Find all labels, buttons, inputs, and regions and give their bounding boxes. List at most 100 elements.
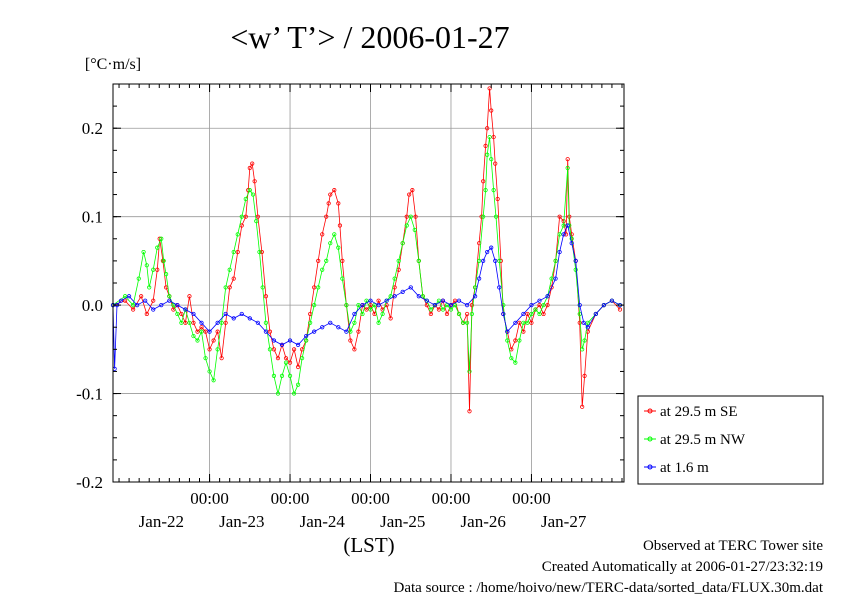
data-point: [271, 347, 277, 352]
data-point: [485, 126, 490, 131]
data-point: [187, 294, 192, 299]
data-point: [295, 342, 301, 348]
footer-site: Observed at TERC Tower site: [643, 538, 823, 554]
data-point: [582, 338, 587, 343]
data-point: [456, 311, 462, 317]
data-point: [529, 320, 534, 325]
data-point: [388, 294, 393, 299]
data-point: [529, 311, 534, 317]
data-point: [609, 298, 615, 303]
data-point: [356, 303, 361, 308]
x-day-label: Jan-24: [300, 512, 346, 531]
data-point: [467, 369, 472, 374]
data-point: [247, 316, 252, 321]
data-point: [326, 201, 331, 206]
data-point: [295, 364, 301, 370]
data-point: [279, 342, 285, 348]
data-point: [420, 294, 425, 299]
data-point: [585, 320, 590, 325]
data-point: [517, 320, 522, 325]
data-point: [545, 303, 550, 308]
data-point: [300, 356, 305, 361]
data-point: [131, 307, 136, 312]
data-point: [271, 338, 277, 343]
data-point: [151, 267, 156, 272]
y-tick-labels: -0.2 -0.1 0.0 0.1 0.2: [76, 119, 103, 492]
data-point: [493, 214, 499, 219]
data-point: [167, 298, 172, 303]
data-point: [452, 298, 458, 303]
legend-marker: [647, 436, 653, 442]
data-point: [283, 360, 289, 365]
data-point: [243, 196, 248, 202]
data-point: [235, 232, 240, 237]
footer-created: Created Automatically at 2006-01-27/23:3…: [542, 559, 823, 575]
data-point: [131, 303, 136, 308]
data-point: [141, 249, 146, 255]
footer-source: Data source : /home/hoivo/new/TERC-data/…: [394, 580, 824, 595]
data-point: [392, 276, 397, 281]
data-point: [487, 134, 492, 140]
data-point: [254, 218, 259, 224]
data-point: [147, 285, 152, 290]
data-point: [368, 298, 373, 303]
data-point: [275, 391, 281, 396]
data-point: [493, 258, 498, 263]
data-point: [424, 298, 429, 303]
data-point: [525, 311, 530, 317]
x-day-label: Jan-26: [461, 512, 506, 531]
data-point: [179, 311, 184, 317]
x-day-label: Jan-23: [219, 512, 264, 531]
data-point: [243, 214, 248, 219]
y-axis-label: [°C·m/s]: [85, 56, 141, 73]
data-point: [231, 276, 236, 281]
data-point: [452, 303, 458, 308]
legend: at 29.5 m SE at 29.5 m NW at 1.6 m: [637, 395, 824, 485]
data-point: [159, 303, 164, 308]
data-point: [199, 320, 204, 325]
data-point: [199, 329, 204, 334]
x-time-label: 00:00: [512, 489, 551, 508]
data-point: [263, 329, 268, 334]
data-point: [392, 294, 397, 299]
data-point: [320, 325, 325, 330]
legend-label: at 29.5 m SE: [660, 404, 738, 420]
data-point: [227, 285, 232, 290]
data-point: [483, 188, 488, 193]
data-point: [155, 267, 160, 272]
x-time-label: 00:00: [190, 489, 229, 508]
data-point: [557, 249, 562, 255]
data-point: [485, 249, 490, 255]
data-point: [444, 311, 450, 317]
axis-ticks: [113, 83, 624, 483]
data-point: [151, 307, 156, 312]
data-point: [513, 338, 518, 343]
data-point: [505, 329, 510, 334]
data-point: [501, 311, 506, 317]
data-point: [316, 258, 321, 263]
data-point: [144, 263, 149, 268]
data-point: [580, 347, 585, 352]
data-point: [259, 249, 264, 255]
data-point: [223, 285, 228, 290]
data-point: [183, 307, 188, 312]
data-point: [239, 311, 244, 317]
data-point: [207, 329, 212, 334]
data-point: [287, 373, 293, 378]
data-point: [291, 347, 297, 352]
data-point: [279, 373, 285, 378]
data-point: [360, 303, 365, 308]
data-point: [287, 338, 293, 343]
data-point: [283, 356, 289, 361]
data-point: [336, 245, 341, 250]
data-point: [467, 409, 472, 414]
data-point: [380, 311, 385, 317]
data-point: [563, 232, 569, 237]
data-point: [312, 285, 317, 290]
data-point: [432, 303, 437, 308]
x-axis-label: (LST): [343, 533, 394, 557]
data-point: [565, 157, 570, 162]
data-point: [428, 311, 433, 317]
data-point: [195, 329, 200, 334]
data-point: [215, 329, 220, 334]
